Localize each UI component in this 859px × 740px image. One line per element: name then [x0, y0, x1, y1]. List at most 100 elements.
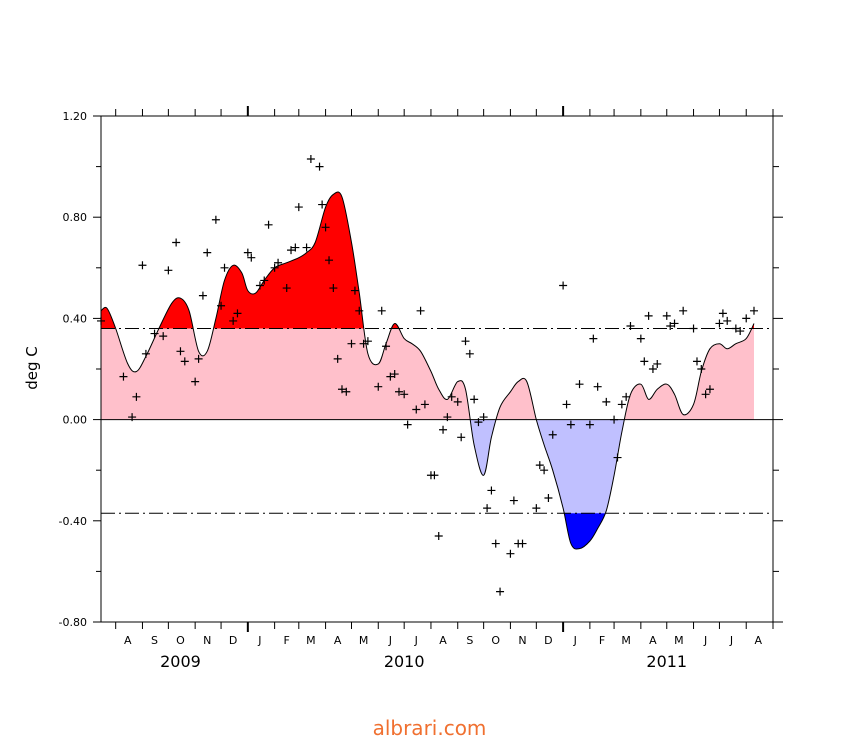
- monthly-marker: [306, 155, 315, 164]
- monthly-marker: [749, 306, 758, 315]
- monthly-marker: [496, 587, 505, 596]
- monthly-marker: [575, 380, 584, 389]
- monthly-marker: [291, 243, 300, 252]
- monthly-marker: [457, 433, 466, 442]
- monthly-marker: [191, 377, 200, 386]
- watermark-text: albrari.com: [372, 716, 487, 740]
- monthly-marker: [329, 284, 338, 293]
- monthly-marker: [128, 413, 137, 422]
- monthly-marker: [701, 390, 710, 399]
- x-year-label: 2011: [646, 652, 687, 671]
- monthly-marker: [540, 466, 549, 475]
- x-month-label: D: [229, 634, 237, 647]
- x-month-label: A: [649, 634, 657, 647]
- y-tick-label: -0.40: [59, 515, 87, 528]
- monthly-marker: [613, 453, 622, 462]
- x-month-label: M: [359, 634, 369, 647]
- monthly-marker: [491, 539, 500, 548]
- monthly-marker: [132, 392, 141, 401]
- x-month-label: N: [518, 634, 526, 647]
- monthly-marker: [617, 400, 626, 409]
- monthly-marker: [434, 531, 443, 540]
- monthly-marker: [412, 405, 421, 414]
- x-month-label: D: [544, 634, 552, 647]
- monthly-marker: [176, 347, 185, 356]
- monthly-marker: [159, 332, 168, 341]
- x-month-label: J: [388, 634, 392, 647]
- monthly-marker: [294, 203, 303, 212]
- monthly-marker: [483, 504, 492, 513]
- monthly-marker: [648, 365, 657, 373]
- monthly-marker: [172, 238, 181, 247]
- monthly-marker: [585, 420, 594, 429]
- monthly-marker: [198, 291, 207, 300]
- x-month-label: M: [674, 634, 684, 647]
- monthly-marker: [453, 397, 462, 406]
- y-axis: -0.80 -0.40 0.00 0.40 0.80 1.20: [59, 110, 783, 629]
- monthly-marker: [325, 256, 334, 265]
- monthly-markers: [97, 155, 758, 596]
- monthly-marker: [487, 486, 496, 495]
- anomaly-fills: [101, 192, 754, 550]
- monthly-marker: [359, 339, 368, 348]
- monthly-marker: [138, 261, 147, 270]
- monthly-marker: [705, 385, 714, 394]
- monthly-marker: [653, 359, 662, 368]
- monthly-marker: [203, 248, 212, 257]
- x-year-label: 2010: [384, 652, 425, 671]
- monthly-marker: [518, 539, 527, 548]
- monthly-marker: [420, 400, 429, 409]
- monthly-marker: [347, 339, 356, 348]
- y-axis-title: deg C: [23, 346, 41, 390]
- monthly-marker: [470, 395, 479, 404]
- monthly-marker: [622, 392, 631, 401]
- monthly-marker: [461, 337, 470, 346]
- monthly-marker: [697, 365, 706, 373]
- monthly-marker: [363, 337, 372, 346]
- monthly-marker: [559, 281, 568, 290]
- x-month-label: S: [466, 634, 473, 647]
- monthly-marker: [506, 549, 515, 558]
- x-month-label: J: [414, 634, 418, 647]
- monthly-marker: [670, 319, 679, 328]
- weak-warm-fill: [101, 328, 754, 420]
- x-month-label: J: [573, 634, 577, 647]
- monthly-marker: [282, 284, 291, 293]
- y-tick-label: 1.20: [63, 110, 88, 123]
- monthly-marker: [180, 357, 189, 366]
- y-tick-label: 0.00: [63, 414, 88, 427]
- monthly-marker: [544, 494, 553, 503]
- monthly-marker: [465, 349, 474, 358]
- monthly-marker: [390, 370, 399, 379]
- monthly-marker: [355, 306, 364, 315]
- monthly-marker: [443, 413, 452, 422]
- monthly-marker: [447, 392, 456, 401]
- monthly-marker: [194, 354, 203, 363]
- monthly-marker: [589, 334, 598, 343]
- x-year-label: 2009: [160, 652, 201, 671]
- monthly-marker: [731, 324, 740, 333]
- x-month-label: J: [257, 634, 261, 647]
- monthly-marker: [532, 504, 541, 513]
- x-month-label: M: [621, 634, 631, 647]
- monthly-marker: [479, 413, 488, 422]
- monthly-marker: [243, 248, 252, 257]
- monthly-marker: [474, 418, 483, 427]
- x-month-label: A: [755, 634, 763, 647]
- monthly-marker: [229, 316, 238, 325]
- monthly-marker: [315, 162, 324, 171]
- monthly-marker: [321, 223, 330, 232]
- x-month-label: A: [124, 634, 132, 647]
- monthly-marker: [689, 324, 698, 333]
- x-month-label: M: [306, 634, 316, 647]
- monthly-marker: [535, 461, 544, 470]
- monthly-marker: [350, 286, 359, 295]
- monthly-marker: [247, 253, 256, 262]
- monthly-marker: [439, 425, 448, 434]
- monthly-marker: [416, 306, 425, 315]
- x-axis: A S O N D J F M A M J J A S O N D J F M A M J J A 2009 2010 2011: [115, 106, 774, 671]
- x-month-label: J: [729, 634, 733, 647]
- monthly-marker: [430, 471, 439, 480]
- monthly-marker: [164, 266, 173, 275]
